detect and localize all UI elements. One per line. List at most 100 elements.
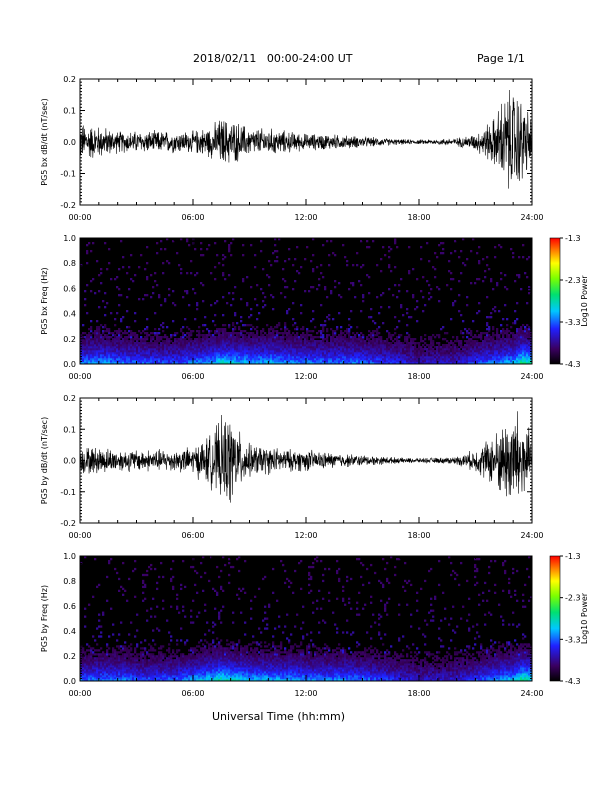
spectrogram-cell bbox=[98, 348, 101, 351]
spectrogram-cell bbox=[518, 332, 521, 335]
spectrogram-cell bbox=[246, 354, 249, 357]
spectrogram-cell bbox=[90, 250, 93, 253]
spectrogram-cell bbox=[86, 252, 89, 255]
spectrogram-cell bbox=[130, 667, 133, 670]
spectrogram-cell bbox=[396, 350, 399, 353]
spectrogram-cell bbox=[502, 348, 505, 351]
spectrogram-cell bbox=[216, 354, 219, 357]
spectrogram-cell bbox=[216, 352, 219, 355]
spectrogram-cell bbox=[114, 661, 117, 664]
spectrogram-cell bbox=[464, 346, 467, 349]
spectrogram-cell bbox=[218, 332, 221, 335]
spectrogram-cell bbox=[372, 320, 375, 323]
spectrogram-cell bbox=[516, 346, 519, 349]
spectrogram-cell bbox=[364, 358, 367, 361]
spectrogram-cell bbox=[370, 348, 373, 351]
spectrogram-cell bbox=[254, 334, 257, 337]
spectrogram-cell bbox=[270, 264, 273, 267]
spectrogram-cell bbox=[256, 336, 259, 339]
spectrogram-cell bbox=[288, 346, 291, 349]
spectrogram-cell bbox=[492, 326, 495, 329]
spectrogram-cell bbox=[228, 350, 231, 353]
spectrogram-cell bbox=[196, 346, 199, 349]
spectrogram-cell bbox=[512, 348, 515, 351]
spectrogram-cell bbox=[462, 360, 465, 363]
spectrogram-cell bbox=[284, 350, 287, 353]
spectrogram-cell bbox=[162, 352, 165, 355]
spectrogram-cell bbox=[500, 350, 503, 353]
spectrogram-cell bbox=[518, 342, 521, 345]
spectrogram-cell bbox=[336, 362, 339, 365]
spectrogram-cell bbox=[510, 356, 513, 359]
spectrogram-cell bbox=[418, 348, 421, 351]
spectrogram-cell bbox=[340, 346, 343, 349]
spectrogram-cell bbox=[516, 358, 519, 361]
spectrogram-cell bbox=[164, 346, 167, 349]
spectrogram-cell bbox=[208, 358, 211, 361]
spectrogram-cell bbox=[114, 649, 117, 652]
spectrogram-cell bbox=[334, 338, 337, 341]
spectrogram-cell bbox=[516, 332, 519, 335]
spectrogram-cell bbox=[162, 322, 165, 325]
spectrogram-cell bbox=[248, 356, 251, 359]
spectrogram-cell bbox=[220, 336, 223, 339]
spectrogram-cell bbox=[366, 342, 369, 345]
spectrogram-cell bbox=[196, 348, 199, 351]
spectrogram-cell bbox=[340, 356, 343, 359]
spectrogram-cell bbox=[508, 362, 511, 365]
spectrogram-cell bbox=[102, 675, 105, 678]
spectrogram-cell bbox=[220, 350, 223, 353]
spectrogram-cell bbox=[350, 348, 353, 351]
spectrogram-cell bbox=[132, 663, 135, 666]
spectrogram-cell bbox=[104, 653, 107, 656]
spectrogram-cell bbox=[118, 342, 121, 345]
spectrogram-cell bbox=[220, 362, 223, 365]
spectrogram-cell bbox=[196, 338, 199, 341]
spectrogram-cell bbox=[102, 667, 105, 670]
spectrogram-cell bbox=[84, 342, 87, 345]
spectrogram-cell bbox=[84, 607, 87, 610]
spectrogram-cell bbox=[218, 344, 221, 347]
spectrogram-cell bbox=[490, 316, 493, 319]
spectrogram-cell bbox=[144, 362, 147, 365]
spectrogram-cell bbox=[340, 358, 343, 361]
spectrogram-cell bbox=[120, 360, 123, 363]
spectrogram-cell bbox=[338, 342, 341, 345]
spectrogram-cell bbox=[276, 326, 279, 329]
spectrogram-cell bbox=[518, 356, 521, 359]
spectrogram-cell bbox=[96, 260, 99, 263]
spectrogram-cell bbox=[480, 338, 483, 341]
spectrogram-cell bbox=[148, 358, 151, 361]
spectrogram-cell bbox=[460, 352, 463, 355]
spectrogram-cell bbox=[488, 352, 491, 355]
spectrogram-cell bbox=[160, 350, 163, 353]
spectrogram-cell bbox=[82, 358, 85, 361]
spectrogram-cell bbox=[358, 348, 361, 351]
spectrogram-cell bbox=[320, 352, 323, 355]
spectrogram-cell bbox=[398, 358, 401, 361]
spectrogram-cell bbox=[330, 354, 333, 357]
spectrogram-cell bbox=[186, 346, 189, 349]
spectrogram-cell bbox=[478, 278, 481, 281]
spectrogram-cell bbox=[512, 322, 515, 325]
spectrogram-cell bbox=[152, 348, 155, 351]
spectrogram-cell bbox=[484, 344, 487, 347]
spectrogram-cell bbox=[134, 661, 137, 664]
spectrogram-cell bbox=[212, 340, 215, 343]
spectrogram-cell bbox=[342, 358, 345, 361]
spectrogram-cell bbox=[484, 270, 487, 273]
spectrogram-cell bbox=[94, 653, 97, 656]
spectrogram-cell bbox=[400, 358, 403, 361]
spectrogram-cell bbox=[118, 268, 121, 271]
spectrogram-cell bbox=[262, 334, 265, 337]
spectrogram-cell bbox=[200, 356, 203, 359]
spectrogram-cell bbox=[216, 356, 219, 359]
spectrogram-cell bbox=[526, 334, 529, 337]
spectrogram-cell bbox=[114, 677, 117, 680]
spectrogram-cell bbox=[302, 342, 305, 345]
spectrogram-cell bbox=[496, 352, 499, 355]
spectrogram-cell bbox=[236, 342, 239, 345]
spectrogram-cell bbox=[488, 360, 491, 363]
spectrogram-cell bbox=[430, 348, 433, 351]
spectrogram-cell bbox=[116, 342, 119, 345]
